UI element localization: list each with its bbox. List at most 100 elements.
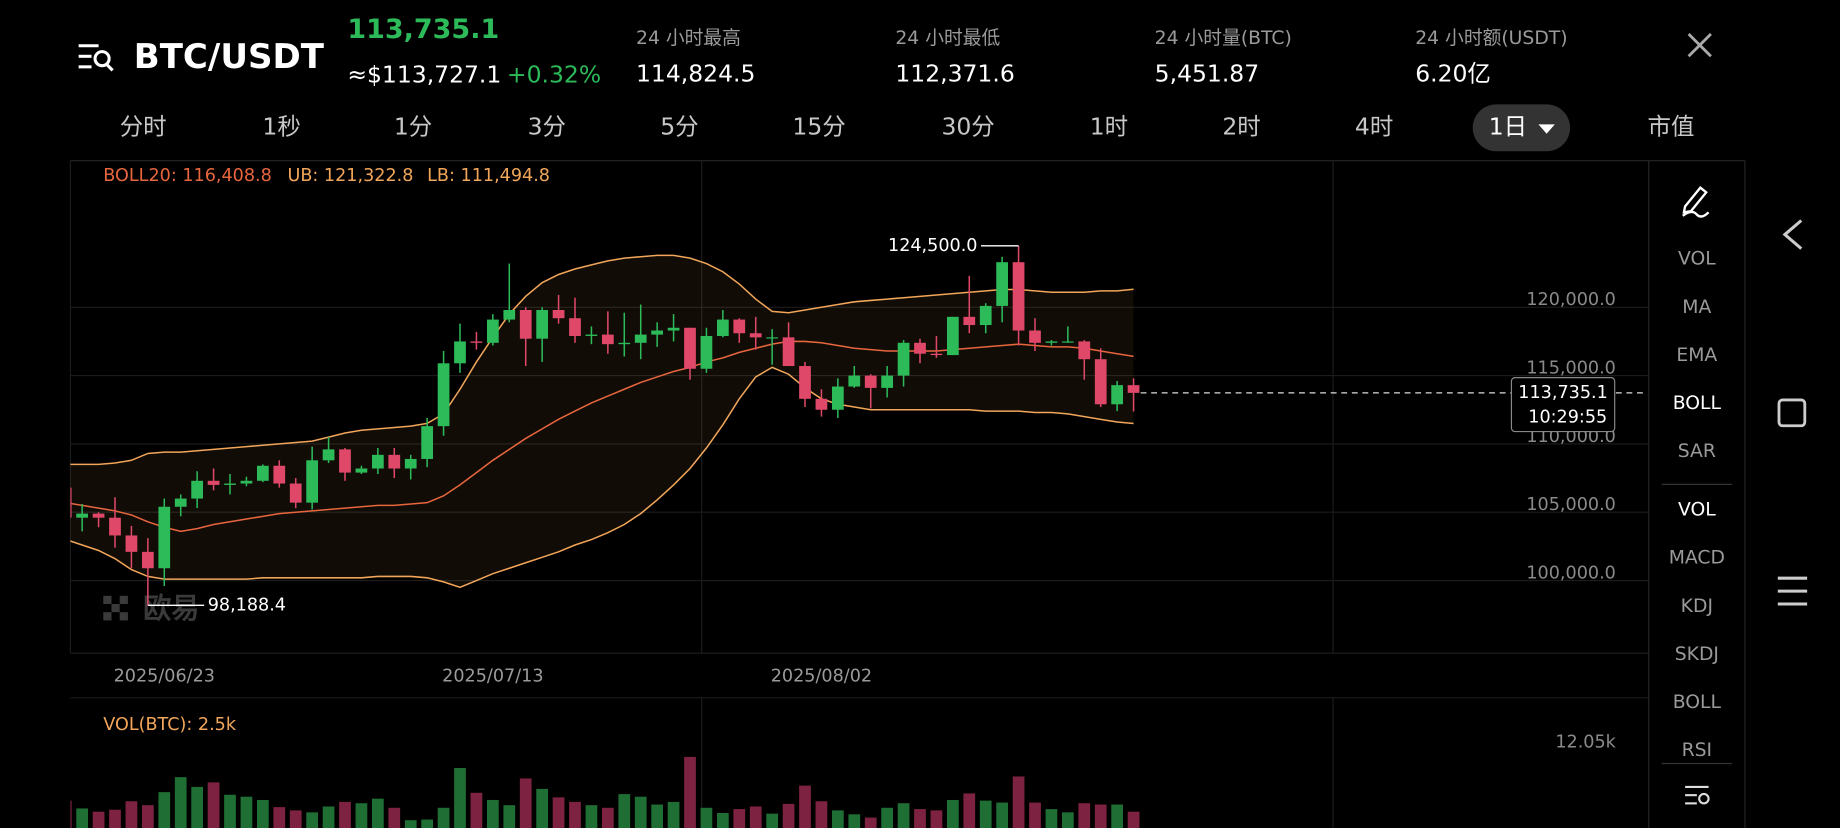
volume-bar <box>1111 804 1124 828</box>
timeframe[interactable]: 4时 <box>1355 112 1393 140</box>
candle-body <box>667 327 680 331</box>
menu-search-icon[interactable] <box>78 44 114 72</box>
volume-bar <box>519 778 532 828</box>
timeframe[interactable]: 1秒 <box>262 112 300 140</box>
candle-body <box>766 337 779 339</box>
candle-body <box>1061 341 1074 343</box>
volume-bar <box>240 796 253 828</box>
candle-body <box>963 316 976 326</box>
candle-body <box>881 375 894 388</box>
timeframe[interactable]: 30分 <box>941 112 994 140</box>
nav-home[interactable] <box>1777 398 1807 428</box>
candle-body <box>158 506 171 569</box>
volume-bar <box>404 820 417 828</box>
volume-bar <box>634 796 647 828</box>
indicator[interactable]: VOL <box>1678 500 1716 521</box>
volume-bar <box>92 811 105 828</box>
volume-bar <box>831 810 844 828</box>
indicator[interactable]: VOL <box>1678 249 1716 270</box>
volume-bar <box>76 808 89 828</box>
volume-bar <box>355 803 368 828</box>
volume-bar <box>799 785 811 828</box>
indicator[interactable]: BOLL <box>1673 692 1722 713</box>
candle-body <box>864 375 877 388</box>
timeframe[interactable]: 市值 <box>1648 112 1695 140</box>
boll-lower <box>70 366 1134 589</box>
symbol: BTC/USDT <box>134 37 325 77</box>
y-tick-label: 100,000.0 <box>1526 564 1615 584</box>
volume-bar <box>289 810 302 828</box>
candle-body <box>404 458 417 469</box>
volume-bar <box>700 807 713 828</box>
candle-body <box>141 551 154 569</box>
timeframe[interactable]: 分时 <box>120 112 167 140</box>
volume-bar <box>601 807 614 828</box>
indicator[interactable]: MACD <box>1669 548 1725 569</box>
timeframe-pill[interactable] <box>1472 104 1571 152</box>
candle-body <box>437 363 450 427</box>
boll-band-fill <box>70 255 1134 588</box>
volume-bar <box>1012 776 1025 828</box>
volume-bar <box>979 800 992 828</box>
stat-label: 24 小时量(BTC) <box>1155 27 1292 49</box>
volume-bar <box>1078 803 1091 828</box>
vol-legend: VOL(BTC): 2.5k <box>103 715 237 735</box>
indicator[interactable]: SAR <box>1678 441 1716 462</box>
stat-value: 5,451.87 <box>1155 60 1259 88</box>
candle-body <box>519 310 532 339</box>
watermark-logo <box>103 595 128 621</box>
indicator[interactable]: EMA <box>1676 345 1717 366</box>
fiat-price: ≈$113,727.1 <box>347 61 501 89</box>
volume-bar <box>437 807 450 828</box>
timeframe[interactable]: 1时 <box>1090 112 1128 140</box>
candle-body <box>174 498 187 507</box>
nav-menu[interactable] <box>1777 576 1808 606</box>
settings-icon[interactable] <box>1685 785 1710 805</box>
volume-bar <box>536 788 549 828</box>
volume-bar <box>421 819 434 828</box>
indicator[interactable]: KDJ <box>1681 596 1713 617</box>
volume-bar <box>864 817 877 828</box>
x-tick-label: 2025/08/02 <box>771 667 872 687</box>
volume-bar <box>1094 804 1107 828</box>
candle-body <box>1029 330 1041 343</box>
indicator[interactable]: SKDJ <box>1675 644 1719 665</box>
candle-body <box>585 334 598 336</box>
candle-body <box>125 535 138 552</box>
timeframe[interactable]: 1日 <box>1489 112 1527 140</box>
candle-body <box>224 483 236 485</box>
indicator[interactable]: BOLL <box>1673 393 1722 414</box>
candle-body <box>815 398 828 410</box>
timeframe[interactable]: 5分 <box>660 112 698 140</box>
volume-bar <box>224 794 236 828</box>
indicator[interactable]: MA <box>1682 297 1711 318</box>
close-icon[interactable] <box>1687 33 1712 58</box>
volume-bar <box>815 801 828 828</box>
volume-bar <box>109 809 121 828</box>
candle-body <box>684 327 696 369</box>
volume-bar <box>1061 812 1074 828</box>
candle-body <box>207 480 220 485</box>
candle-body <box>92 513 105 518</box>
volume-bar <box>273 807 286 828</box>
volume-bar <box>881 807 894 828</box>
volume-bar <box>585 805 598 828</box>
timeframe[interactable]: 3分 <box>528 112 566 140</box>
timeframe[interactable]: 15分 <box>792 112 845 140</box>
volume-bar <box>716 813 729 828</box>
candle-body <box>503 310 516 320</box>
volume-bar <box>552 797 565 828</box>
nav-back[interactable] <box>1782 219 1803 250</box>
candle-body <box>371 454 384 469</box>
candle-body <box>1012 262 1025 331</box>
timeframe[interactable]: 1分 <box>394 112 432 140</box>
boll-lower-legend: LB: 111,494.8 <box>427 166 550 186</box>
candle-body <box>700 335 713 369</box>
timeframe[interactable]: 2时 <box>1222 112 1260 140</box>
indicator[interactable]: RSI <box>1682 740 1713 761</box>
draw-icon[interactable] <box>1682 186 1710 218</box>
stat-label: 24 小时最低 <box>895 27 1000 49</box>
last-price-tag: 113,735.1 <box>1518 383 1607 403</box>
volume-bar <box>70 800 72 828</box>
candle-body <box>782 337 795 367</box>
